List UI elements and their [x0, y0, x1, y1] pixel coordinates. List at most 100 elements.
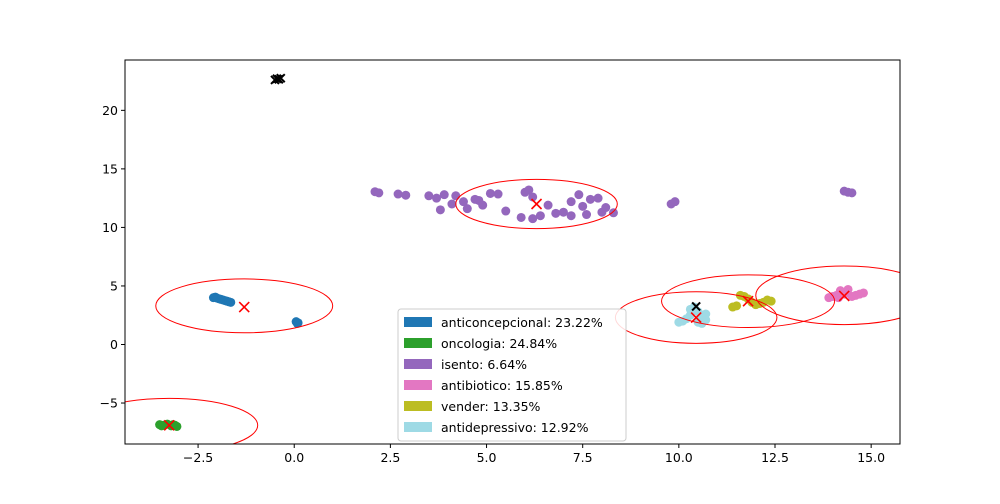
axes: −2.5 0.0 2.5 5.0 7.5 10.0 12.5 15.0 −5 0 5 10 15 20 — [100, 103, 886, 465]
data-point — [462, 204, 472, 214]
centroid-marker — [838, 290, 850, 302]
legend-label: antidepressivo: 12.92% — [441, 420, 589, 435]
cluster-circle — [125, 397, 259, 444]
data-point — [516, 212, 526, 222]
data-point — [843, 284, 853, 294]
x-tick-label: 15.0 — [857, 450, 885, 465]
data-point — [566, 197, 576, 207]
y-tick-label: 10 — [102, 220, 118, 235]
outlier-marker-stroke — [276, 73, 286, 83]
y-tick-label: −5 — [100, 396, 118, 411]
legend-box — [397, 308, 627, 442]
data-point — [551, 208, 561, 218]
data-point — [439, 190, 449, 200]
centroid-marker — [163, 419, 175, 431]
data-point — [701, 315, 711, 325]
y-tick-label: 5 — [110, 278, 118, 293]
centroid-marker-stroke — [742, 295, 754, 307]
data-point — [566, 211, 576, 221]
outlier-marker-stroke — [691, 301, 701, 312]
data-point — [858, 288, 868, 298]
data-point — [524, 185, 534, 195]
data-point — [670, 197, 680, 207]
centroid-marker — [530, 198, 543, 210]
legend-swatch — [404, 317, 432, 327]
centroid-marker-stroke — [690, 311, 702, 324]
legend: anticoncepcional: 23.22% oncologia: 24.84… — [397, 308, 627, 442]
data-point — [847, 188, 857, 198]
data-point — [292, 318, 302, 328]
centroid-marker-stroke — [530, 198, 543, 210]
outlier-marker — [270, 75, 280, 85]
data-point — [582, 210, 592, 220]
data-point — [558, 207, 568, 217]
cluster-circle — [755, 265, 900, 326]
x-tick-label: 5.0 — [477, 450, 497, 465]
data-point — [401, 190, 411, 200]
legend-swatch — [404, 380, 432, 390]
data-point — [451, 191, 461, 201]
data-point — [208, 293, 218, 303]
data-point — [766, 296, 776, 306]
data-point — [578, 201, 588, 211]
data-point — [535, 211, 545, 221]
cluster-circle — [155, 278, 334, 334]
centroid-marker — [690, 311, 702, 324]
y-tick-label: 15 — [102, 161, 118, 176]
legend-swatch — [404, 338, 432, 348]
y-tick-label: 0 — [110, 337, 118, 352]
x-tick-label: 12.5 — [761, 450, 789, 465]
x-tick-label: 7.5 — [573, 450, 593, 465]
legend-label: antibiotico: 15.85% — [441, 378, 563, 393]
data-point — [374, 188, 384, 198]
data-point — [528, 214, 538, 224]
centroid-marker-stroke — [238, 301, 250, 313]
centroid-marker-stroke — [163, 419, 175, 431]
data-point — [528, 192, 538, 202]
cluster-circle — [661, 274, 836, 329]
x-tick-label: 2.5 — [380, 450, 400, 465]
data-point — [593, 193, 603, 203]
data-point — [608, 208, 618, 218]
legend-label: vender: 13.35% — [441, 399, 541, 414]
legend-swatch — [404, 422, 432, 432]
data-point — [435, 205, 445, 215]
data-point — [485, 188, 495, 198]
data-point — [432, 193, 442, 203]
plot-area — [125, 73, 900, 444]
legend-swatch — [404, 401, 432, 411]
outlier-marker — [691, 301, 701, 312]
x-tick-label: 0.0 — [284, 450, 304, 465]
x-tick-label: 10.0 — [665, 450, 693, 465]
data-point — [501, 206, 511, 216]
data-point — [157, 421, 167, 431]
centroid-marker — [238, 301, 250, 313]
y-tick-label: 20 — [102, 103, 118, 118]
data-point — [574, 190, 584, 200]
centroid-marker-stroke — [838, 290, 850, 302]
axes-frame — [124, 59, 901, 445]
legend-label: anticoncepcional: 23.22% — [441, 315, 603, 330]
data-point — [732, 301, 742, 311]
outlier-marker-stroke — [270, 75, 280, 85]
legend-label: oncologia: 24.84% — [441, 336, 557, 351]
data-point — [493, 189, 503, 199]
data-point — [543, 200, 553, 210]
data-point — [585, 194, 595, 204]
data-point — [685, 304, 695, 314]
data-point — [393, 189, 403, 199]
data-point — [447, 199, 457, 209]
data-point — [424, 191, 434, 201]
legend-swatch — [404, 359, 432, 369]
data-point — [601, 203, 611, 213]
centroid-marker — [742, 295, 754, 307]
cluster-circle — [455, 178, 618, 230]
data-point — [458, 197, 468, 207]
data-point — [470, 194, 480, 204]
data-point — [478, 200, 488, 210]
legend-label: isento: 6.64% — [441, 357, 527, 372]
x-tick-label: −2.5 — [183, 450, 213, 465]
data-point — [226, 297, 236, 307]
